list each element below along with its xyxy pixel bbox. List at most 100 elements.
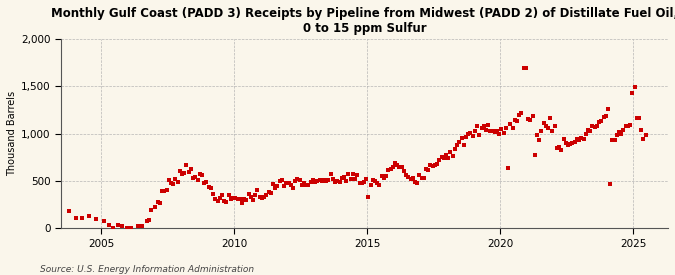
- Point: [631, 116, 642, 120]
- Point: [607, 138, 618, 142]
- Point: [298, 181, 309, 185]
- Point: [545, 116, 556, 120]
- Point: [146, 208, 157, 212]
- Point: [155, 201, 165, 205]
- Point: [625, 123, 636, 128]
- Point: [141, 219, 152, 224]
- Point: [481, 128, 491, 132]
- Point: [618, 128, 629, 132]
- Point: [536, 129, 547, 133]
- Point: [215, 196, 225, 200]
- Point: [520, 66, 531, 71]
- Point: [591, 123, 602, 128]
- Point: [157, 188, 167, 193]
- Point: [132, 224, 143, 228]
- Point: [529, 153, 540, 157]
- Point: [603, 107, 614, 111]
- Point: [616, 131, 626, 136]
- Point: [456, 136, 467, 140]
- Point: [163, 177, 174, 182]
- Point: [117, 224, 128, 229]
- Point: [580, 132, 591, 137]
- Point: [252, 188, 263, 192]
- Point: [531, 133, 542, 137]
- Point: [312, 179, 323, 183]
- Point: [367, 177, 378, 182]
- Point: [234, 197, 245, 201]
- Point: [221, 200, 232, 205]
- Point: [458, 143, 469, 148]
- Point: [432, 162, 443, 166]
- Point: [465, 130, 476, 135]
- Point: [227, 196, 238, 200]
- Point: [172, 180, 183, 185]
- Point: [452, 142, 462, 147]
- Point: [270, 186, 281, 190]
- Point: [290, 179, 300, 183]
- Point: [194, 172, 205, 176]
- Point: [423, 168, 433, 172]
- Point: [421, 167, 431, 171]
- Point: [418, 175, 429, 180]
- Point: [254, 195, 265, 199]
- Point: [401, 173, 412, 177]
- Point: [425, 163, 436, 167]
- Point: [239, 197, 250, 201]
- Point: [483, 123, 493, 127]
- Point: [476, 126, 487, 131]
- Point: [356, 181, 367, 185]
- Point: [363, 195, 374, 200]
- Point: [556, 147, 567, 152]
- Text: Source: U.S. Energy Information Administration: Source: U.S. Energy Information Administ…: [40, 265, 254, 274]
- Point: [410, 180, 421, 185]
- Point: [565, 142, 576, 146]
- Point: [321, 179, 331, 183]
- Point: [594, 120, 605, 124]
- Point: [265, 191, 276, 195]
- Point: [294, 178, 305, 182]
- Point: [99, 219, 110, 223]
- Point: [199, 181, 210, 185]
- Point: [541, 124, 551, 128]
- Point: [186, 167, 196, 171]
- Point: [549, 124, 560, 128]
- Point: [505, 122, 516, 127]
- Point: [379, 176, 389, 180]
- Point: [184, 170, 194, 175]
- Point: [641, 133, 651, 137]
- Point: [310, 180, 321, 184]
- Point: [634, 116, 645, 121]
- Point: [317, 179, 327, 183]
- Y-axis label: Thousand Barrels: Thousand Barrels: [7, 91, 17, 176]
- Point: [500, 126, 511, 131]
- Point: [514, 113, 524, 117]
- Point: [296, 182, 307, 187]
- Point: [188, 176, 198, 181]
- Point: [387, 164, 398, 169]
- Point: [341, 179, 352, 183]
- Point: [334, 180, 345, 184]
- Point: [274, 179, 285, 183]
- Point: [250, 192, 261, 197]
- Point: [392, 163, 402, 167]
- Point: [179, 170, 190, 175]
- Point: [396, 165, 407, 169]
- Point: [507, 126, 518, 130]
- Point: [429, 163, 440, 168]
- Point: [527, 114, 538, 118]
- Point: [627, 91, 638, 96]
- Point: [267, 182, 278, 186]
- Point: [496, 127, 507, 131]
- Point: [288, 186, 298, 191]
- Point: [314, 178, 325, 182]
- Point: [629, 85, 640, 90]
- Point: [614, 129, 624, 134]
- Point: [372, 181, 383, 185]
- Point: [84, 214, 95, 219]
- Point: [416, 175, 427, 180]
- Point: [485, 129, 495, 133]
- Point: [403, 175, 414, 179]
- Point: [534, 138, 545, 142]
- Point: [554, 145, 564, 149]
- Point: [572, 136, 583, 141]
